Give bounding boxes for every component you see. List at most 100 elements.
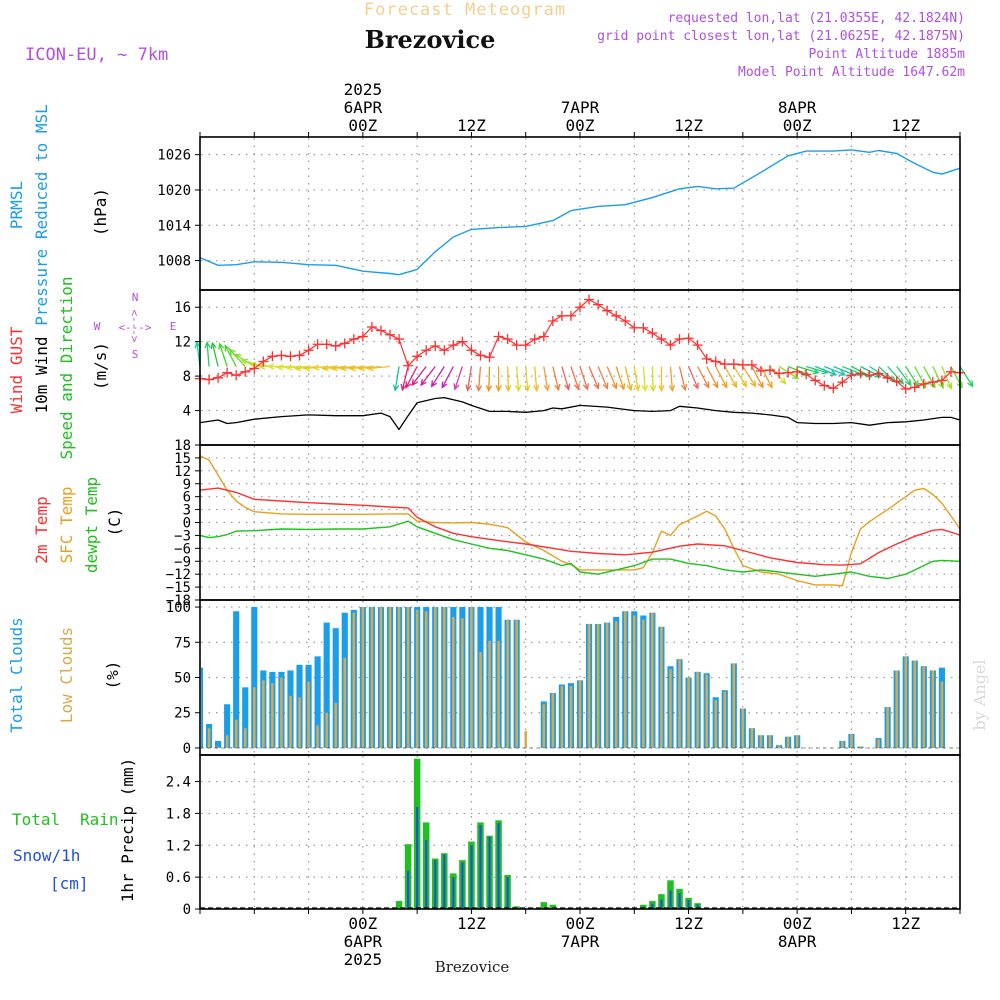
wind-label-gust: Wind GUST xyxy=(7,326,26,413)
gust-marker xyxy=(556,310,567,321)
wind-direction-arrow xyxy=(678,366,688,392)
low-cloud-bar xyxy=(216,746,220,748)
gust-marker xyxy=(448,340,459,351)
precip-label-unit: 1hr Precip (mm) xyxy=(118,758,137,903)
wind-arrow-shaft xyxy=(787,365,810,376)
y-tick-label: −9 xyxy=(174,554,191,570)
y-tick-label: 1026 xyxy=(157,148,191,164)
low-cloud-bar xyxy=(741,708,745,748)
low-cloud-bar xyxy=(433,607,437,748)
x-label-top: 00Z xyxy=(783,116,812,135)
wind-arrow-shaft xyxy=(411,366,427,386)
wind-arrow-shaft xyxy=(697,366,710,388)
wind-arrow-shaft xyxy=(525,366,529,391)
wind-direction-arrow xyxy=(420,366,436,387)
low-cloud-bar xyxy=(859,746,862,748)
low-cloud-bar xyxy=(895,670,898,748)
low-cloud-bar xyxy=(370,607,374,748)
wind-arrow-shaft xyxy=(368,365,391,370)
gust-marker xyxy=(294,350,305,361)
wind-arrow-head xyxy=(668,384,676,393)
gust-marker xyxy=(846,370,857,381)
wind-direction-arrow xyxy=(624,366,633,392)
x-label-bottom: 00Z xyxy=(348,914,377,933)
wind-arrow-shaft xyxy=(466,366,473,391)
y-tick-label: 0 xyxy=(183,516,191,532)
wind-direction-arrow xyxy=(751,366,764,389)
wind-direction-arrow xyxy=(411,366,427,387)
wind-arrow-head xyxy=(505,384,512,393)
snow-bar xyxy=(425,839,428,909)
total-cloud-bar xyxy=(251,607,258,748)
wind-direction-arrow xyxy=(706,366,719,389)
low-cloud-bar xyxy=(271,683,274,748)
wind-arrow-shaft xyxy=(570,366,580,390)
wind-arrow-shaft xyxy=(606,366,618,389)
wind-arrow-head xyxy=(582,383,589,391)
low-cloud-bar xyxy=(524,731,527,748)
snow-bar xyxy=(479,825,482,909)
wind-arrow-shaft xyxy=(624,366,632,391)
gust-marker xyxy=(394,334,405,345)
gust-marker xyxy=(321,339,332,350)
gust-marker xyxy=(629,322,640,333)
footer-location: Brezovice xyxy=(435,958,510,976)
clouds-label-total: Total Clouds xyxy=(7,617,26,733)
wind-arrow-head xyxy=(812,368,820,375)
wind-arrow-head xyxy=(626,383,633,392)
temp-label-sfc: SFC Temp xyxy=(57,486,76,563)
snow-bar xyxy=(452,877,455,909)
x-label-bottom: 00Z xyxy=(566,914,595,933)
wind-arrow-shaft xyxy=(687,366,699,389)
low-cloud-bar xyxy=(316,725,319,748)
wind-arrow-head xyxy=(218,342,225,350)
x-label-bottom: 12Z xyxy=(674,914,703,933)
gust-marker xyxy=(855,368,866,379)
gust-marker xyxy=(258,356,269,367)
wind-arrow-head xyxy=(204,340,211,349)
low-cloud-bar xyxy=(406,607,410,748)
y-tick-label: −12 xyxy=(166,567,191,583)
wind-arrow-shaft xyxy=(431,366,445,387)
snow-bar xyxy=(434,860,437,909)
low-cloud-bar xyxy=(415,609,419,748)
wind-arrow-head xyxy=(649,384,657,393)
low-cloud-bar xyxy=(280,677,283,748)
wind-direction-arrow xyxy=(453,366,463,391)
low-cloud-bar xyxy=(596,623,600,748)
wind-arrow-head xyxy=(731,380,738,389)
wind-arrow-head xyxy=(703,381,710,389)
low-cloud-bar xyxy=(289,695,292,748)
wind-arrow-head xyxy=(641,384,649,393)
y-tick-label: 18 xyxy=(174,438,191,454)
wind-arrow-head xyxy=(658,385,665,393)
wind-direction-arrow xyxy=(543,366,550,392)
wind-arrow-head xyxy=(321,364,329,372)
pressure-line xyxy=(199,149,961,276)
rain-bar xyxy=(395,901,403,909)
wind-direction-arrow xyxy=(218,342,228,367)
wind-direction-arrow xyxy=(505,366,512,393)
gust-marker xyxy=(927,377,938,388)
wind-arrow-shaft xyxy=(420,366,436,386)
wind-direction-arrow xyxy=(668,366,676,393)
wind-direction-arrow xyxy=(588,366,600,390)
grid-point-coords: grid point closest lon,lat (21.0625E, 42… xyxy=(597,29,965,44)
y-tick-label: 1014 xyxy=(157,218,191,234)
low-cloud-bar xyxy=(850,733,853,748)
wind-arrow-shaft xyxy=(706,366,719,388)
gust-marker xyxy=(701,353,712,364)
wind-arrow-head xyxy=(266,363,275,370)
wind-direction-arrow xyxy=(579,366,589,391)
gust-marker xyxy=(357,331,368,342)
low-cloud-bar xyxy=(515,619,518,748)
gust-marker xyxy=(502,334,513,345)
wind-label-dir: Speed and Direction xyxy=(57,276,76,459)
low-cloud-bar xyxy=(253,687,256,748)
wind-arrow-shaft xyxy=(561,366,570,390)
gust-marker xyxy=(565,310,576,321)
gust-marker xyxy=(484,352,495,363)
wind-arrow-head xyxy=(750,380,757,388)
x-label-bottom: 6APR xyxy=(344,932,383,951)
gust-marker xyxy=(728,359,739,370)
